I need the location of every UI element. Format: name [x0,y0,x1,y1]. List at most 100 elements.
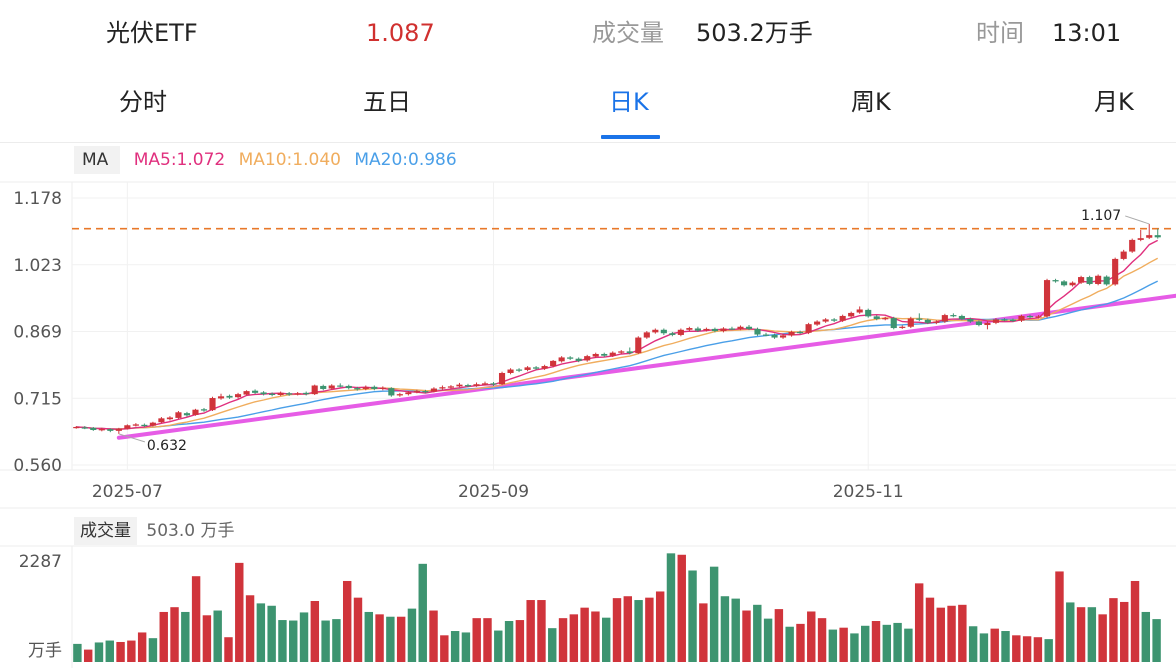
candle-body [200,409,208,411]
candle-body [447,386,455,388]
candle-body [516,369,523,371]
tab-five-day[interactable]: 五日 [363,88,411,116]
candle-body [567,357,574,359]
candle-body [899,326,906,328]
candle-body [234,394,242,398]
candle-body [158,418,165,423]
candle-body [141,424,148,427]
candle-body [660,329,667,334]
ma10-line [76,257,1159,430]
candle-body [473,384,480,386]
volume-bar [1130,580,1140,662]
volume-bar [1033,637,1043,662]
volume-bar [774,609,784,662]
candle-body [1061,281,1068,286]
y-tick-label: 1.178 [13,189,62,209]
volume-bar [440,635,449,662]
volume-bar [515,620,525,662]
volume-bar [364,611,373,662]
candle-body [481,383,489,385]
volume-bar [1152,619,1161,662]
volume-bar [591,611,600,662]
quote-header: 光伏ETF 1.087 成交量 503.2万手 时间 13:01 [0,0,1176,66]
volume-bar [893,622,902,662]
volume-bar [83,649,93,662]
tab-weekly-k[interactable]: 周K [851,88,891,116]
candle-body [396,394,403,396]
candle-body [294,393,301,395]
volume-bar [1012,635,1021,662]
candle-body [592,353,599,357]
candle-body [1001,319,1008,321]
candle-body [303,392,310,395]
candle-body [958,315,965,319]
candle-body [1120,251,1127,259]
candle-body [320,385,327,389]
tab-intraday[interactable]: 分时 [119,88,167,116]
candle-body [1035,316,1042,318]
candle-body [226,395,233,398]
volume-bar [709,566,719,662]
candle-body [848,312,855,317]
volume-bar [267,605,276,662]
candle-body [856,309,863,313]
volume-bar [105,640,114,662]
candle-body [1086,277,1093,284]
tab-monthly-k[interactable]: 月K [1094,88,1134,116]
ma-tag[interactable]: MA [74,146,121,174]
x-tick-label: 2025-07 [92,482,163,502]
candle-body [524,367,531,370]
x-tick-label: 2025-11 [833,482,904,502]
volume-bar [1087,607,1097,662]
volume-bar [677,554,686,662]
volume-tag[interactable]: 成交量 [74,517,137,545]
volume-bar [558,618,568,662]
y-tick-label: 0.560 [13,456,62,476]
candle-body [354,388,361,390]
candle-body [456,384,463,387]
volume-bar [1109,598,1118,662]
candle-body [652,329,659,333]
ma10-value: MA10:1.040 [238,150,341,170]
volume-bar [504,621,514,662]
volume-bar [1066,602,1075,662]
volume-bar [548,628,557,662]
volume-bar [861,625,870,662]
candle-body [260,392,267,395]
volume-bar [623,596,633,662]
candle-body [635,337,642,354]
volume-bar [936,607,945,662]
candle-body [464,385,472,387]
time-label: 时间 [976,19,1024,47]
volume-bar [655,591,665,662]
volume-bar [882,624,892,662]
volume-bar [688,570,697,662]
volume-bar [958,604,967,662]
low-annotation-leader [118,433,145,443]
tab-daily-k[interactable]: 日K [609,88,649,116]
candle-body [618,351,625,353]
volume-bar [753,604,762,662]
candle-body [269,393,276,396]
security-name: 光伏ETF [106,19,198,47]
volume-bar [116,641,125,662]
candle-body [1095,275,1102,284]
candle-body [711,328,718,332]
y-tick-label: 0.869 [13,323,62,343]
candle-body [643,332,650,338]
candle-body [337,385,344,387]
volume-bar [224,637,233,662]
candle-body [882,318,889,320]
volume-bar [828,629,838,662]
candle-body [439,387,446,389]
candle-body [984,322,991,326]
candle-body [286,393,293,395]
volume-bar [127,640,136,662]
volume-bar [148,638,158,662]
candle-body [762,334,770,336]
candle-body [183,413,191,416]
candle-body [277,392,284,396]
volume-bar [278,620,287,662]
candle-body [694,328,701,331]
